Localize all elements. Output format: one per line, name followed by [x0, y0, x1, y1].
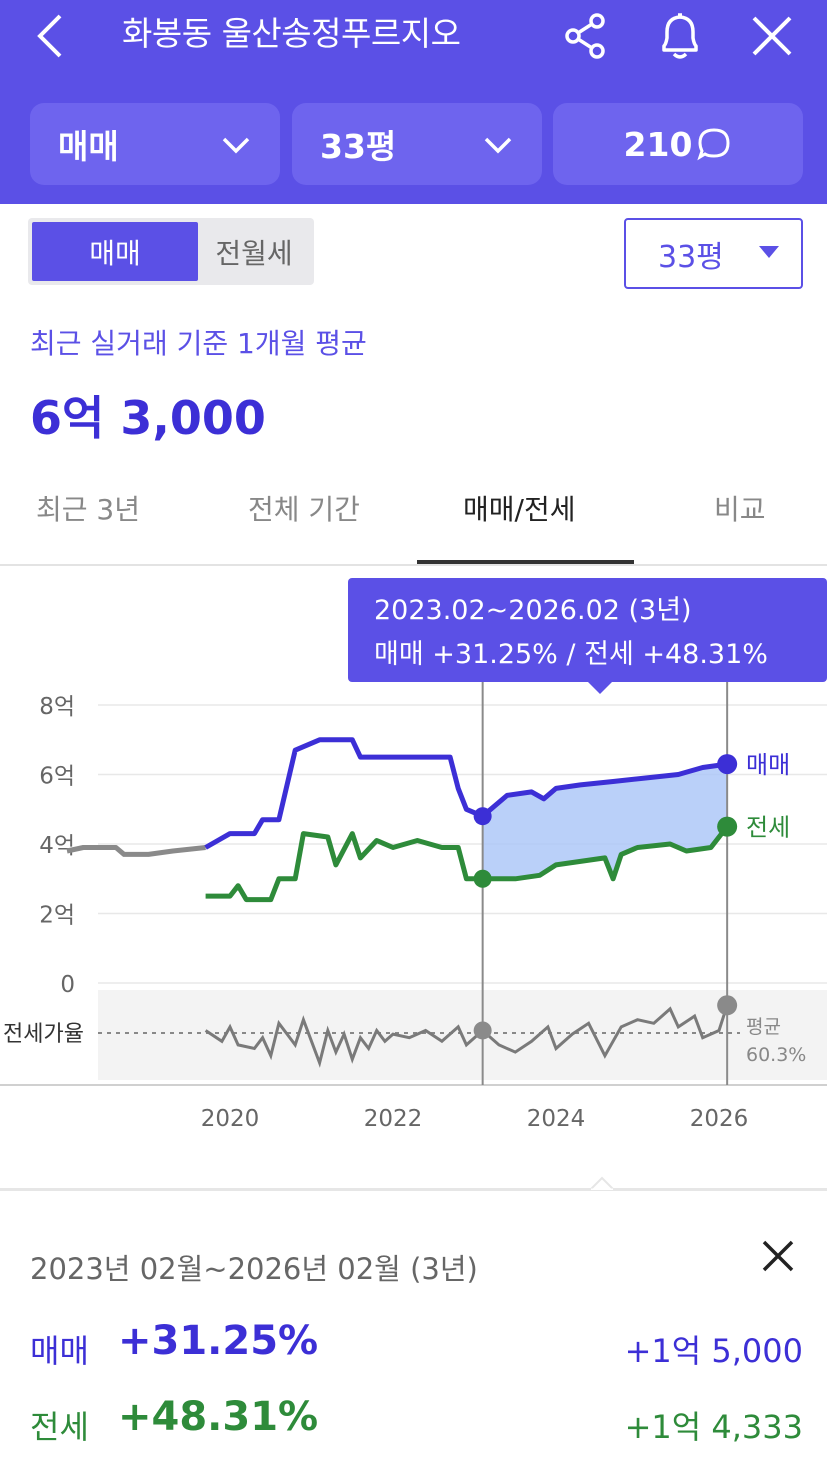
x-tick-label: 2022 [364, 1106, 423, 1132]
range-end-point-sale [717, 754, 738, 775]
series-line-jeonse [205, 825, 730, 903]
ratio-line [204, 1004, 729, 1068]
series-label-jeonse: 전세 [746, 814, 790, 842]
trade-type-dropdown[interactable]: 매매 [30, 103, 280, 185]
bell-icon[interactable] [650, 6, 710, 66]
close-summary-icon[interactable] [760, 1238, 796, 1278]
area-dropdown[interactable]: 33평 [292, 103, 542, 185]
x-tick-label: 2026 [690, 1106, 749, 1132]
section-divider [0, 1188, 827, 1191]
ratio-average-value: 60.3% [746, 1044, 806, 1066]
page-title: 화봉동 울산송정푸르지오 [122, 14, 461, 53]
caret-down-icon [759, 246, 779, 258]
chevron-down-icon [484, 137, 512, 154]
ratio-average-label: 평균 [746, 1016, 781, 1038]
tab-all-period[interactable]: 전체 기간 [248, 493, 360, 526]
ratio-label: 전세가율 [3, 1022, 84, 1047]
chevron-down-icon [222, 137, 250, 154]
ratio-start-point [473, 1021, 492, 1040]
range-tooltip: 2023.02~2026.02 (3년) 매매 +31.25% / 전세 +48… [348, 578, 827, 694]
y-tick-label: 2억 [39, 903, 75, 929]
tab-sale-jeonse[interactable]: 매매/전세 [463, 493, 576, 526]
average-label: 최근 실거래 기준 1개월 평균 [30, 327, 367, 360]
summary-jeonse-amount: +1억 4,333 [624, 1408, 803, 1446]
summary-sale-pct: +31.25% [118, 1318, 319, 1364]
x-tick-label: 2024 [527, 1106, 586, 1132]
pointer-notch [590, 1176, 614, 1190]
area-select[interactable]: 33평 [624, 218, 803, 289]
comment-icon [697, 128, 730, 161]
area-select-value: 33평 [658, 239, 724, 275]
summary-range: 2023년 02월~2026년 02월 (3년) [30, 1252, 478, 1286]
tab-compare[interactable]: 비교 [714, 493, 766, 526]
active-tab-indicator [417, 560, 634, 564]
y-tick-label: 4억 [39, 833, 75, 859]
range-end-point-jeonse [717, 816, 738, 837]
series-label-sale: 매매 [746, 751, 790, 779]
share-icon[interactable] [558, 8, 614, 64]
series-line-past [66, 845, 206, 857]
comments-count: 210 [623, 124, 693, 164]
segment-sale[interactable]: 매매 [32, 222, 198, 281]
y-tick-label: 6억 [39, 764, 75, 790]
x-tick-label: 2020 [201, 1106, 260, 1132]
y-tick-label: 8억 [39, 694, 75, 720]
range-start-point-sale [473, 807, 492, 826]
segment-rent[interactable]: 전월세 [215, 236, 293, 270]
trade-type-value: 매매 [58, 127, 119, 166]
top-bar: 화봉동 울산송정푸르지오 매매 33평 210 [0, 0, 827, 204]
comments-button[interactable]: 210 [553, 103, 803, 185]
summary-sale-label: 매매 [30, 1332, 89, 1370]
series-line-sale [204, 737, 728, 850]
trade-segment: 매매 전월세 [28, 218, 314, 285]
y-tick-label: 0 [60, 972, 75, 998]
tooltip-arrow [588, 682, 612, 694]
summary-jeonse-pct: +48.31% [118, 1394, 319, 1440]
tabs-divider [0, 564, 827, 566]
close-icon[interactable] [744, 8, 800, 64]
summary-jeonse-label: 전세 [30, 1408, 89, 1446]
range-start-point-jeonse [473, 869, 492, 888]
ratio-end-point [717, 995, 738, 1016]
tooltip-summary: 매매 +31.25% / 전세 +48.31% [374, 639, 768, 670]
tooltip-range: 2023.02~2026.02 (3년) [374, 595, 692, 626]
highlight-area [482, 764, 728, 879]
tab-recent-3y[interactable]: 최근 3년 [36, 493, 140, 526]
average-value: 6억 3,000 [30, 391, 266, 445]
summary-sale-amount: +1억 5,000 [624, 1332, 803, 1370]
back-icon[interactable] [26, 8, 74, 64]
area-value: 33평 [320, 127, 397, 166]
